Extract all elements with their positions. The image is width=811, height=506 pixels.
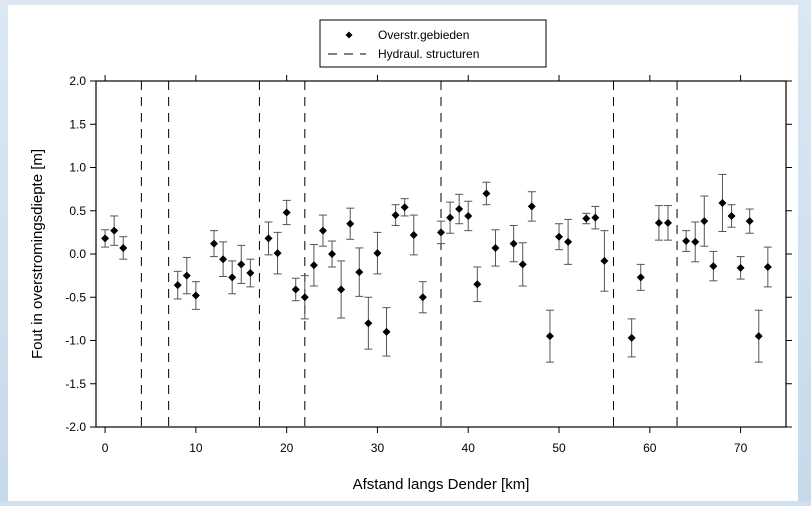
x-axis: 0 10 20 30 40 50 60 70: [102, 75, 748, 455]
data-point: [300, 293, 309, 302]
legend-box: [319, 19, 547, 68]
data-point: [763, 262, 772, 271]
data-point: [564, 237, 573, 246]
data-point: [663, 218, 672, 227]
data-point: [627, 333, 636, 342]
data-point: [518, 260, 527, 269]
data-point: [246, 269, 255, 278]
data-point: [264, 234, 273, 243]
data-point: [282, 208, 291, 217]
data-point: [754, 332, 763, 341]
y-tick-label: 2.0: [69, 74, 86, 88]
data-point: [101, 234, 110, 243]
data-point: [654, 218, 663, 227]
data-point: [382, 327, 391, 336]
y-tick-label: -2.0: [65, 420, 86, 434]
data-point: [409, 230, 418, 239]
y-tick-label: 0.0: [69, 247, 86, 261]
data-point: [400, 203, 409, 212]
data-point: [691, 237, 700, 246]
data-point: [682, 237, 691, 246]
x-tick-label: 70: [734, 441, 748, 455]
data-point: [527, 202, 536, 211]
y-axis: -2.0 -1.5 -1.0 -0.5 0.0 0.5 1.0 1.5 2.0: [65, 74, 792, 434]
data-point: [273, 249, 282, 258]
x-tick-label: 10: [189, 441, 203, 455]
data-point: [636, 273, 645, 282]
data-point: [700, 217, 709, 226]
data-point: [346, 219, 355, 228]
data-point: [491, 243, 500, 252]
data-point: [718, 198, 727, 207]
y-tick-label: -1.0: [65, 334, 86, 348]
data-point: [545, 332, 554, 341]
data-point: [318, 226, 327, 235]
data-point: [745, 217, 754, 226]
data-point: [355, 268, 364, 277]
x-tick-label: 60: [643, 441, 657, 455]
data-point: [182, 271, 191, 280]
data-point: [555, 232, 564, 241]
y-tick-label: 1.5: [69, 117, 86, 131]
chart: 0 10 20 30 40 50 60 70 -2.0 -1.5 -1.0 -0.5 0.0 0.5 1.…: [29, 19, 792, 493]
data-point: [191, 291, 200, 300]
data-point: [309, 261, 318, 270]
y-tick-label: 0.5: [69, 204, 86, 218]
x-tick-label: 0: [102, 441, 109, 455]
x-axis-label: Afstand langs Dender [km]: [353, 476, 530, 493]
data-point: [591, 213, 600, 222]
data-point: [418, 293, 427, 302]
data-point: [364, 319, 373, 328]
y-tick-label: -1.5: [65, 377, 86, 391]
legend-label-structures: Hydraul. structuren: [378, 47, 479, 61]
y-axis-label: Fout in overstromingsdiepte [m]: [29, 149, 46, 359]
data-point: [391, 211, 400, 220]
data-point: [437, 228, 445, 237]
data-point: [173, 281, 182, 290]
x-tick-label: 40: [462, 441, 476, 455]
data-point: [291, 285, 300, 294]
data-point: [237, 260, 246, 269]
data-point: [464, 211, 473, 220]
y-tick-label: 1.0: [69, 161, 86, 175]
data-point: [736, 263, 745, 272]
x-tick-label: 30: [371, 441, 385, 455]
data-point: [446, 213, 455, 222]
data-point: [328, 250, 337, 258]
data-point: [509, 239, 518, 248]
data-point: [455, 205, 464, 214]
data-point: [373, 249, 382, 258]
legend-marker-diamond: [345, 31, 353, 39]
legend: Overstr.gebieden Hydraul. structuren: [319, 19, 547, 68]
x-tick-label: 50: [552, 441, 566, 455]
figure-panel: 0 10 20 30 40 50 60 70 -2.0 -1.5 -1.0 -0.5 0.0 0.5 1.…: [8, 5, 798, 501]
data-points: [101, 189, 772, 342]
error-bars: [101, 173, 772, 363]
data-point: [600, 256, 609, 265]
x-tick-label: 20: [280, 441, 294, 455]
data-point: [482, 189, 491, 198]
data-point: [337, 285, 346, 294]
y-tick-label: -0.5: [65, 290, 86, 304]
data-point: [582, 214, 591, 223]
data-point: [709, 262, 718, 271]
data-point: [210, 239, 219, 248]
data-point: [727, 211, 736, 220]
data-point: [219, 255, 228, 264]
data-point: [473, 280, 482, 289]
legend-label-series: Overstr.gebieden: [378, 28, 469, 42]
data-point: [228, 273, 237, 282]
data-point: [110, 226, 119, 235]
data-point: [119, 243, 128, 252]
structure-lines: [140, 81, 678, 427]
